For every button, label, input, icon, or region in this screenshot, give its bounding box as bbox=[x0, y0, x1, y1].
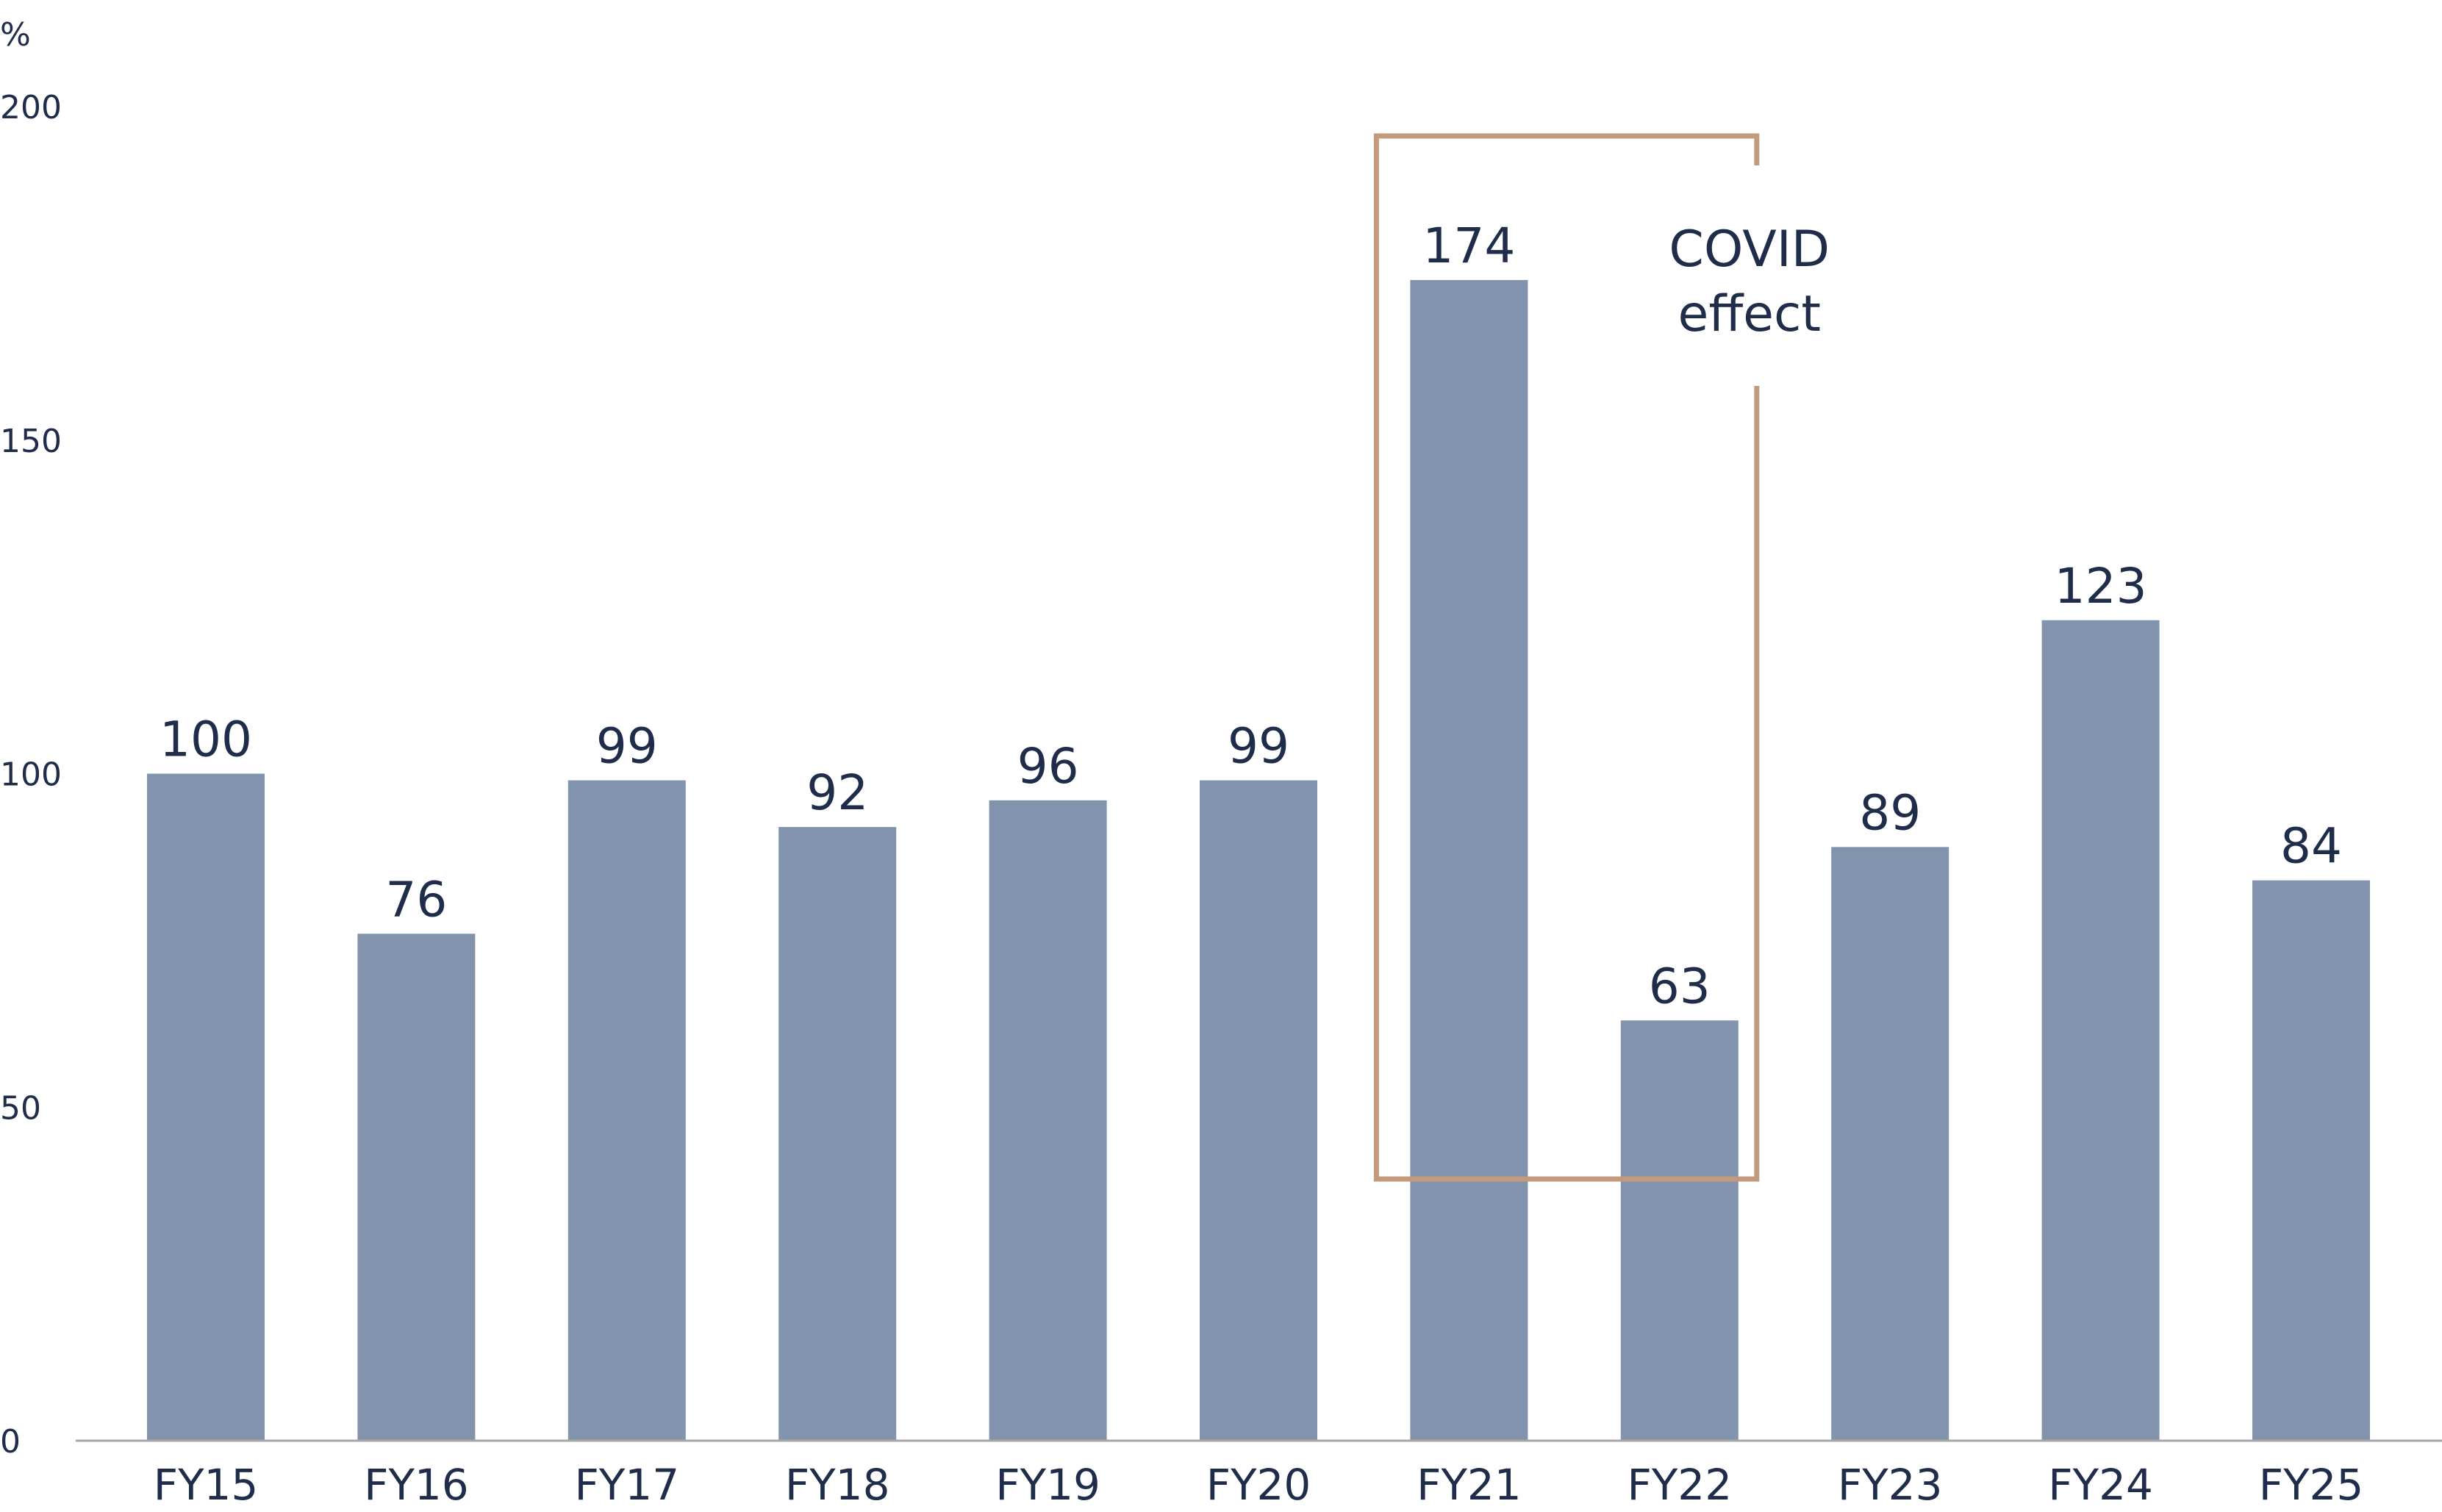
y-tick-label: 150 bbox=[0, 423, 62, 460]
bar-fy21 bbox=[1410, 279, 1528, 1441]
data-label-fy19: 96 bbox=[1017, 738, 1079, 795]
bar-fy20 bbox=[1200, 780, 1317, 1441]
bar-fy17 bbox=[567, 780, 686, 1441]
y-tick-label: 50 bbox=[0, 1089, 41, 1127]
bars bbox=[147, 279, 2370, 1441]
bar-fy18 bbox=[778, 827, 897, 1441]
data-label-fy21: 174 bbox=[1422, 218, 1515, 274]
data-label-fy18: 92 bbox=[806, 764, 868, 821]
y-tick-label: 0 bbox=[0, 1423, 21, 1461]
x-tick-label-fy19: FY19 bbox=[995, 1460, 1100, 1510]
y-axis-ticks: 0 50 100 150 200 bbox=[0, 89, 62, 1461]
x-tick-label-fy22: FY22 bbox=[1628, 1460, 1733, 1510]
covid-annotation: COVID effect bbox=[1373, 133, 1830, 1182]
bar-fy24 bbox=[2041, 620, 2160, 1441]
covid-annotation-line-2: effect bbox=[1678, 285, 1822, 343]
y-tick-label: 200 bbox=[0, 89, 62, 126]
data-label-fy15: 100 bbox=[160, 712, 252, 768]
y-tick-label: 100 bbox=[0, 756, 62, 794]
x-tick-label-fy17: FY17 bbox=[575, 1460, 680, 1510]
bar-fy23 bbox=[1831, 847, 1949, 1441]
x-tick-label-fy25: FY25 bbox=[2259, 1460, 2364, 1510]
covid-annotation-box bbox=[1373, 133, 1760, 1182]
bar-fy15 bbox=[147, 773, 265, 1441]
data-label-fy23: 89 bbox=[1859, 784, 1921, 841]
data-label-fy20: 99 bbox=[1228, 718, 1289, 775]
x-axis-labels: FY15 FY16 FY17 FY18 FY19 FY20 FY21 FY22 FY23 FY24… bbox=[154, 1460, 2364, 1510]
data-labels: 100 76 99 92 96 99 174 63 89 123 84 bbox=[160, 218, 2342, 1014]
data-label-fy22: 63 bbox=[1649, 958, 1711, 1014]
data-label-fy16: 76 bbox=[385, 871, 447, 928]
y-axis-unit-label: % bbox=[0, 16, 31, 54]
x-tick-label-fy23: FY23 bbox=[1838, 1460, 1943, 1510]
data-label-fy25: 84 bbox=[2280, 818, 2342, 875]
covid-annotation-line-1: COVID bbox=[1669, 221, 1830, 279]
bar-fy19 bbox=[989, 800, 1107, 1441]
x-tick-label-fy18: FY18 bbox=[785, 1460, 890, 1510]
x-tick-label-fy24: FY24 bbox=[2048, 1460, 2153, 1510]
x-tick-label-fy20: FY20 bbox=[1206, 1460, 1311, 1510]
bar-fy22 bbox=[1620, 1020, 1739, 1441]
x-tick-label-fy16: FY16 bbox=[364, 1460, 469, 1510]
bar-fy16 bbox=[357, 934, 476, 1441]
bar-fy25 bbox=[2252, 880, 2370, 1441]
x-tick-label-fy21: FY21 bbox=[1417, 1460, 1522, 1510]
x-tick-label-fy15: FY15 bbox=[154, 1460, 259, 1510]
data-label-fy17: 99 bbox=[596, 718, 658, 775]
data-label-fy24: 123 bbox=[2055, 558, 2147, 615]
